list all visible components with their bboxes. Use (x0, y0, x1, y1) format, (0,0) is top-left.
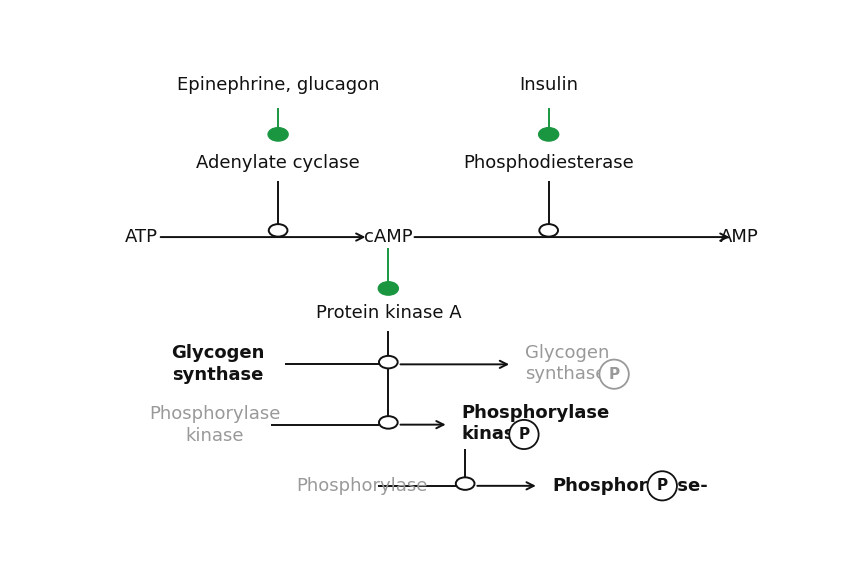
Text: P: P (517, 427, 529, 442)
Circle shape (455, 477, 474, 490)
Text: P: P (608, 367, 619, 382)
Text: Phosphodiesterase: Phosphodiesterase (462, 154, 634, 172)
Text: Insulin: Insulin (518, 76, 578, 94)
Circle shape (269, 224, 287, 237)
Text: Glycogen
synthase: Glycogen synthase (171, 345, 264, 385)
Text: Phosphorylase: Phosphorylase (461, 404, 610, 422)
Circle shape (268, 128, 288, 141)
Text: Phosphorylase: Phosphorylase (295, 477, 427, 495)
Circle shape (378, 282, 398, 295)
Text: synthase-: synthase- (524, 365, 612, 383)
Text: AMP: AMP (720, 228, 759, 246)
Text: cAMP: cAMP (363, 228, 412, 246)
Circle shape (538, 128, 558, 141)
Text: Phosphorylase-: Phosphorylase- (551, 477, 707, 495)
Circle shape (379, 416, 397, 429)
Text: ATP: ATP (124, 228, 158, 246)
Text: Phosphorylase
kinase: Phosphorylase kinase (149, 404, 280, 445)
Text: Protein kinase A: Protein kinase A (315, 304, 461, 322)
Text: kinase-: kinase- (461, 426, 535, 444)
Ellipse shape (598, 360, 629, 389)
Circle shape (539, 224, 557, 237)
Text: Glycogen: Glycogen (524, 344, 609, 362)
Text: P: P (656, 478, 667, 494)
Text: Epinephrine, glucagon: Epinephrine, glucagon (177, 76, 379, 94)
Ellipse shape (647, 471, 676, 501)
Circle shape (379, 356, 397, 368)
Text: Adenylate cyclase: Adenylate cyclase (196, 154, 360, 172)
Ellipse shape (509, 420, 538, 449)
